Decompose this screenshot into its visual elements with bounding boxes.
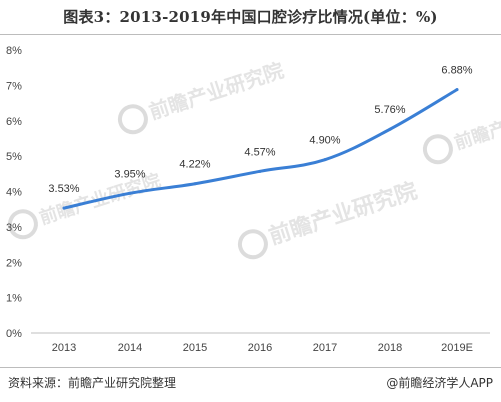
data-label: 4.57%	[244, 146, 275, 158]
source-note: 资料来源：前瞻产业研究院整理	[8, 376, 177, 390]
x-tick-label: 2016	[248, 342, 272, 354]
brand-credit: @前瞻经济学人APP	[386, 376, 493, 390]
data-point	[323, 158, 327, 162]
data-label: 4.22%	[179, 159, 210, 171]
title-divider	[0, 34, 501, 35]
y-tick-label: 8%	[6, 45, 22, 57]
y-tick-label: 6%	[6, 116, 22, 128]
y-tick-label: 3%	[6, 222, 22, 234]
y-tick-label: 5%	[6, 151, 22, 163]
watermark-logo-icon	[7, 209, 38, 240]
data-labels: 3.53% 3.95% 4.22% 4.57% 4.90% 5.76% 6.88%	[48, 65, 472, 196]
y-tick-label: 0%	[6, 328, 22, 340]
x-tick-label: 2017	[313, 342, 337, 354]
watermark-text: 前瞻产业研究院	[146, 58, 287, 124]
x-tick-label: 2013	[52, 342, 76, 354]
y-tick-label: 2%	[6, 257, 22, 269]
axes: 0% 1% 2% 3% 4% 5% 6% 7% 8% 2013 2014 2015 2016 2017 20…	[6, 45, 490, 354]
watermark-logo-icon	[117, 104, 148, 135]
data-point	[193, 182, 197, 186]
watermark-text: 前瞻产业研究院	[452, 94, 501, 154]
x-tick-label: 2019E	[441, 342, 473, 354]
watermark-text: 前瞻产业研究院	[266, 178, 421, 250]
footer-divider	[0, 367, 501, 368]
y-tick-label: 1%	[6, 293, 22, 305]
series-layer	[62, 88, 459, 210]
chart-title: 图表3：2013-2019年中国口腔诊疗比情况(单位：%)	[63, 8, 438, 26]
data-label: 5.76%	[374, 104, 405, 116]
data-point	[62, 206, 66, 210]
data-label: 6.88%	[441, 65, 472, 77]
data-label: 3.53%	[48, 183, 79, 195]
data-label: 3.95%	[114, 168, 145, 180]
x-tick-label: 2015	[183, 342, 207, 354]
data-label: 4.90%	[309, 135, 340, 147]
watermark-logo-icon	[237, 229, 268, 260]
data-point	[128, 191, 132, 195]
watermark: 前瞻产业研究院	[237, 178, 421, 260]
data-point	[455, 88, 459, 92]
data-point	[258, 169, 262, 173]
watermark: 前瞻产业研究院	[117, 58, 287, 135]
watermark-logo-icon	[422, 134, 453, 165]
x-tick-label: 2014	[118, 342, 142, 354]
x-tick-label: 2018	[378, 342, 402, 354]
data-point	[388, 127, 392, 131]
y-tick-label: 4%	[6, 187, 22, 199]
y-tick-label: 7%	[6, 80, 22, 92]
